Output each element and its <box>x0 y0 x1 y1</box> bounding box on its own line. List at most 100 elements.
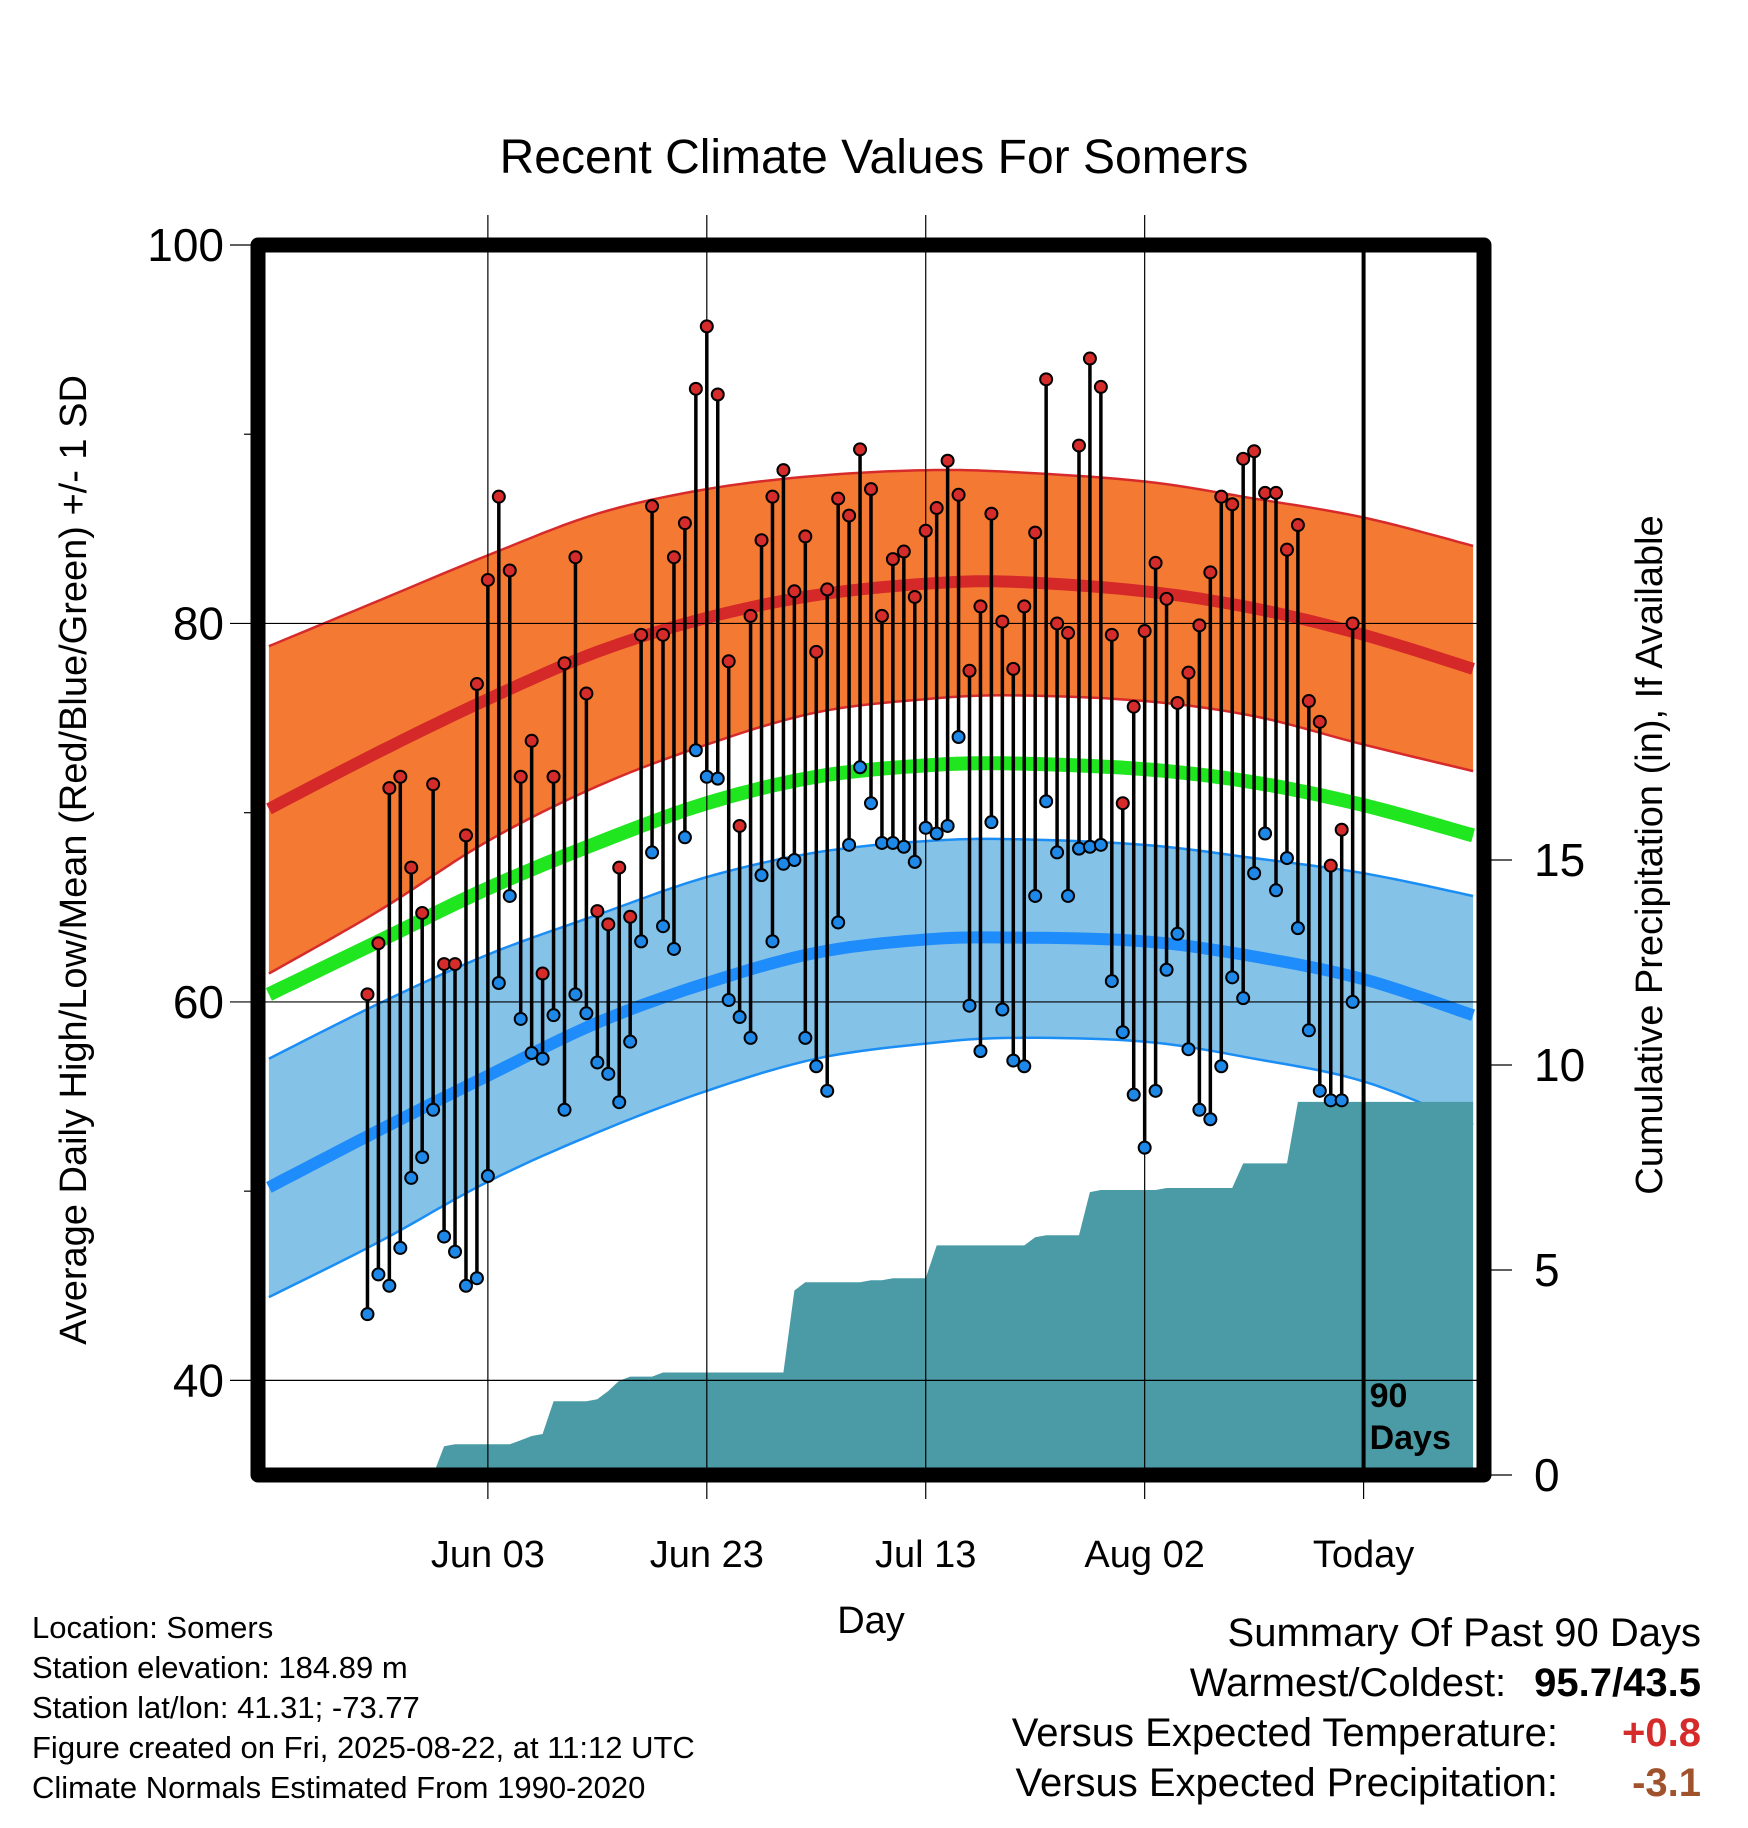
x-axis-label: Day <box>837 1600 905 1642</box>
today-days-label: 90 Days <box>1370 1377 1451 1457</box>
daily-high-marker <box>1236 451 1251 466</box>
normal-low-line <box>266 931 1475 1193</box>
low-sd-band <box>268 838 1474 1298</box>
high-sd-upper-edge <box>268 468 1474 648</box>
daily-high-marker <box>1082 351 1097 366</box>
daily-low-marker <box>1039 794 1054 809</box>
daily-high-marker <box>404 860 419 875</box>
daily-high-marker <box>568 550 583 565</box>
daily-high-marker <box>546 769 561 784</box>
daily-low-marker <box>820 1083 835 1098</box>
x-tick-label: Jul 13 <box>875 1534 976 1576</box>
daily-low-marker <box>677 830 692 845</box>
daily-low-marker <box>918 820 933 835</box>
daily-low-marker <box>896 839 911 854</box>
daily-high-marker <box>951 487 966 502</box>
daily-low-marker <box>1050 845 1065 860</box>
precipitation-anomaly-value: -3.1 <box>1632 1761 1701 1805</box>
daily-high-marker <box>1181 665 1196 680</box>
y-tick-label: 60 <box>173 976 224 1028</box>
daily-high-marker <box>896 544 911 559</box>
daily-high-marker <box>656 627 671 642</box>
daily-low-marker <box>502 888 517 903</box>
daily-high-marker <box>1137 624 1152 639</box>
daily-low-marker <box>842 837 857 852</box>
daily-high-marker <box>787 584 802 599</box>
daily-high-marker <box>1214 489 1229 504</box>
daily-high-marker <box>1017 599 1032 614</box>
daily-high-marker <box>732 818 747 833</box>
daily-high-marker <box>360 987 375 1002</box>
daily-low-marker <box>732 1010 747 1025</box>
daily-high-marker <box>1126 699 1141 714</box>
location-text: Location: Somers <box>32 1610 274 1645</box>
daily-high-marker <box>995 614 1010 629</box>
low-sd-lower-edge <box>268 1036 1474 1299</box>
daily-high-marker <box>1323 858 1338 873</box>
daily-low-marker <box>1225 970 1240 985</box>
daily-low-marker <box>535 1051 550 1066</box>
daily-low-marker <box>1290 921 1305 936</box>
daily-low-marker <box>437 1229 452 1244</box>
daily-low-marker <box>973 1044 988 1059</box>
daily-high-marker <box>426 777 441 792</box>
daily-high-marker <box>666 550 681 565</box>
created-text: Figure created on Fri, 2025-08-22, at 11… <box>32 1730 695 1765</box>
daily-high-marker <box>973 599 988 614</box>
daily-high-marker <box>798 529 813 544</box>
daily-low-marker <box>1312 1083 1327 1098</box>
normals-text: Climate Normals Estimated From 1990-2020 <box>32 1770 646 1805</box>
daily-high-marker <box>623 909 638 924</box>
x-tick-label: Aug 02 <box>1084 1534 1204 1576</box>
daily-low-marker <box>853 760 868 775</box>
daily-low-marker <box>831 915 846 930</box>
precipitation-anomaly-label: Versus Expected Precipitation: <box>1015 1761 1558 1805</box>
daily-low-marker <box>699 769 714 784</box>
daily-high-marker <box>853 442 868 457</box>
daily-high-marker <box>382 781 397 796</box>
daily-high-marker <box>809 644 824 659</box>
daily-low-marker <box>426 1102 441 1117</box>
daily-low-marker <box>743 1030 758 1045</box>
low-sd-upper-edge <box>268 837 1474 1060</box>
daily-high-marker <box>1269 485 1284 500</box>
daily-low-marker <box>907 854 922 869</box>
daily-series <box>360 319 1360 1322</box>
daily-low-marker <box>765 934 780 949</box>
daily-low-marker <box>1181 1042 1196 1057</box>
daily-high-marker <box>1050 616 1065 631</box>
daily-low-marker <box>404 1170 419 1185</box>
daily-high-marker <box>754 533 769 548</box>
daily-high-marker <box>1104 627 1119 642</box>
daily-low-marker <box>393 1240 408 1255</box>
daily-low-marker <box>579 1006 594 1021</box>
daily-low-marker <box>666 941 681 956</box>
daily-low-marker <box>1071 841 1086 856</box>
daily-low-marker <box>360 1307 375 1322</box>
daily-low-marker <box>1082 839 1097 854</box>
daily-high-marker <box>1061 625 1076 640</box>
daily-high-marker <box>1148 555 1163 570</box>
daily-low-marker <box>809 1059 824 1074</box>
daily-high-marker <box>1192 618 1207 633</box>
daily-low-marker <box>1093 837 1108 852</box>
daily-low-marker <box>1203 1112 1218 1127</box>
daily-low-marker <box>962 998 977 1013</box>
daily-high-marker <box>677 516 692 531</box>
y-tick-label: 40 <box>173 1354 224 1406</box>
daily-low-marker <box>524 1046 539 1061</box>
daily-low-marker <box>754 868 769 883</box>
daily-low-marker <box>371 1267 386 1282</box>
daily-low-marker <box>1159 962 1174 977</box>
summary-panel: Summary Of Past 90 Days Warmest/Coldest:… <box>801 1608 1701 1808</box>
daily-high-marker <box>1301 694 1316 709</box>
daily-high-marker <box>820 582 835 597</box>
daily-high-marker <box>1290 518 1305 533</box>
daily-high-marker <box>1225 497 1240 512</box>
daily-low-marker <box>480 1169 495 1184</box>
daily-high-marker <box>415 905 430 920</box>
daily-high-marker <box>634 627 649 642</box>
daily-low-marker <box>612 1095 627 1110</box>
daily-low-marker <box>1115 1025 1130 1040</box>
